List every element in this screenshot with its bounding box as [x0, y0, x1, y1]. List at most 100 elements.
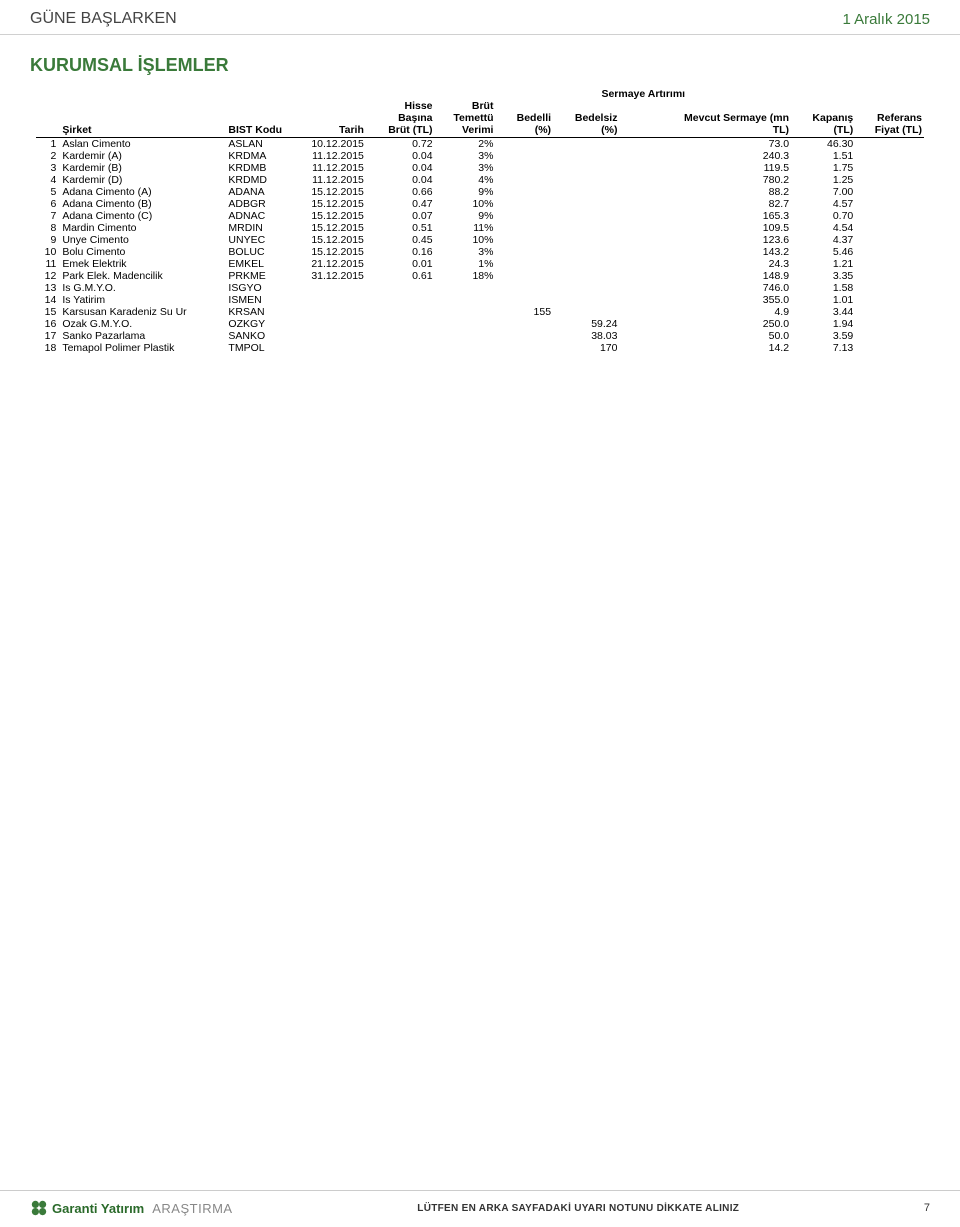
table-cell: 15.12.2015	[293, 186, 366, 198]
table-row: 3Kardemir (B)KRDMB11.12.20150.043%119.51…	[36, 162, 924, 174]
table-cell: 0.66	[366, 186, 435, 198]
table-cell	[495, 294, 553, 306]
page-header: GÜNE BAŞLARKEN 1 Aralık 2015	[0, 0, 960, 35]
table-cell: 1%	[435, 258, 496, 270]
table-cell	[855, 210, 924, 222]
table-cell: 9	[36, 234, 60, 246]
table-cell: 88.2	[619, 186, 791, 198]
table-cell: 0.04	[366, 174, 435, 186]
table-cell: 8	[36, 222, 60, 234]
table-cell: Unye Cimento	[60, 234, 226, 246]
table-cell: 1	[36, 138, 60, 151]
table-cell	[553, 186, 619, 198]
col-verim-l1: Brüt	[435, 100, 496, 112]
table-cell	[495, 138, 553, 151]
table-cell: 59.24	[553, 318, 619, 330]
col-brut-l1: Hisse	[366, 100, 435, 112]
table-row: 10Bolu CimentoBOLUC15.12.20150.163%143.2…	[36, 246, 924, 258]
table-header-line3: Şirket BIST Kodu Tarih Brüt (TL) Verimi …	[36, 124, 924, 138]
table-cell: 18%	[435, 270, 496, 282]
table-cell	[855, 162, 924, 174]
table-cell: 0.01	[366, 258, 435, 270]
table-cell: 1.21	[791, 258, 855, 270]
table-cell	[855, 234, 924, 246]
table-cell: EMKEL	[226, 258, 292, 270]
table-row: 7Adana Cimento (C)ADNAC15.12.20150.079%1…	[36, 210, 924, 222]
table-cell	[553, 294, 619, 306]
col-bedelli-l1: Bedelli	[495, 112, 553, 124]
table-cell	[495, 318, 553, 330]
table-cell	[553, 258, 619, 270]
table-header-line1: Hisse Brüt	[36, 100, 924, 112]
table-cell: 4%	[435, 174, 496, 186]
clover-icon	[30, 1199, 48, 1217]
table-cell: 73.0	[619, 138, 791, 151]
table-cell: 0.61	[366, 270, 435, 282]
table-cell: 0.72	[366, 138, 435, 151]
footer-left: Garanti Yatırım ARAŞTIRMA	[30, 1199, 233, 1217]
table-cell: 250.0	[619, 318, 791, 330]
table-cell: ASLAN	[226, 138, 292, 151]
table-cell: 17	[36, 330, 60, 342]
table-cell: 3	[36, 162, 60, 174]
table-cell	[495, 174, 553, 186]
table-cell	[553, 282, 619, 294]
table-cell	[855, 258, 924, 270]
table-cell	[435, 330, 496, 342]
table-cell	[855, 282, 924, 294]
table-cell	[293, 342, 366, 354]
table-cell: 15.12.2015	[293, 210, 366, 222]
table-cell	[495, 270, 553, 282]
table-cell	[553, 270, 619, 282]
table-cell: 780.2	[619, 174, 791, 186]
table-cell: 746.0	[619, 282, 791, 294]
table-cell	[366, 294, 435, 306]
table-cell	[553, 162, 619, 174]
table-cell: 3.59	[791, 330, 855, 342]
table-cell	[435, 342, 496, 354]
table-cell: 0.45	[366, 234, 435, 246]
table-cell: ISMEN	[226, 294, 292, 306]
table-cell: 1.01	[791, 294, 855, 306]
table-cell: 155	[495, 306, 553, 318]
table-cell: 9%	[435, 186, 496, 198]
table-cell	[435, 294, 496, 306]
table-cell	[553, 174, 619, 186]
table-cell: 18	[36, 342, 60, 354]
table-cell: 5	[36, 186, 60, 198]
table-cell: 13	[36, 282, 60, 294]
table-cell: BOLUC	[226, 246, 292, 258]
table-cell: 1.25	[791, 174, 855, 186]
table-cell: 119.5	[619, 162, 791, 174]
table-cell: KRDMA	[226, 150, 292, 162]
table-cell: KRDMB	[226, 162, 292, 174]
table-cell	[366, 330, 435, 342]
table-cell: 11.12.2015	[293, 162, 366, 174]
table-cell	[366, 306, 435, 318]
table-cell	[495, 246, 553, 258]
col-verim-l2: Temettü	[435, 112, 496, 124]
table-cell	[495, 330, 553, 342]
table-row: 17Sanko PazarlamaSANKO38.0350.03.59	[36, 330, 924, 342]
table-cell	[293, 306, 366, 318]
table-cell: Is G.M.Y.O.	[60, 282, 226, 294]
table-cell: 7.00	[791, 186, 855, 198]
table-cell: SANKO	[226, 330, 292, 342]
table-cell: Karsusan Karadeniz Su Ur	[60, 306, 226, 318]
table-cell: OZKGY	[226, 318, 292, 330]
page-footer: Garanti Yatırım ARAŞTIRMA LÜTFEN EN ARKA…	[0, 1190, 960, 1227]
table-cell: 123.6	[619, 234, 791, 246]
table-cell: Adana Cimento (C)	[60, 210, 226, 222]
table-cell: Ozak G.M.Y.O.	[60, 318, 226, 330]
table-cell: UNYEC	[226, 234, 292, 246]
table-cell: MRDIN	[226, 222, 292, 234]
table-cell: 0.04	[366, 150, 435, 162]
table-cell	[553, 234, 619, 246]
col-referans-l2: Fiyat (TL)	[855, 124, 924, 138]
table-cell: 0.16	[366, 246, 435, 258]
table-cell: ADNAC	[226, 210, 292, 222]
table-head: Sermaye Artırımı Hisse Brüt Başına Temet…	[36, 88, 924, 138]
table-cell: Kardemir (D)	[60, 174, 226, 186]
table-row: 12Park Elek. MadencilikPRKME31.12.20150.…	[36, 270, 924, 282]
footer-warning: LÜTFEN EN ARKA SAYFADAKİ UYARI NOTUNU Dİ…	[243, 1203, 914, 1214]
